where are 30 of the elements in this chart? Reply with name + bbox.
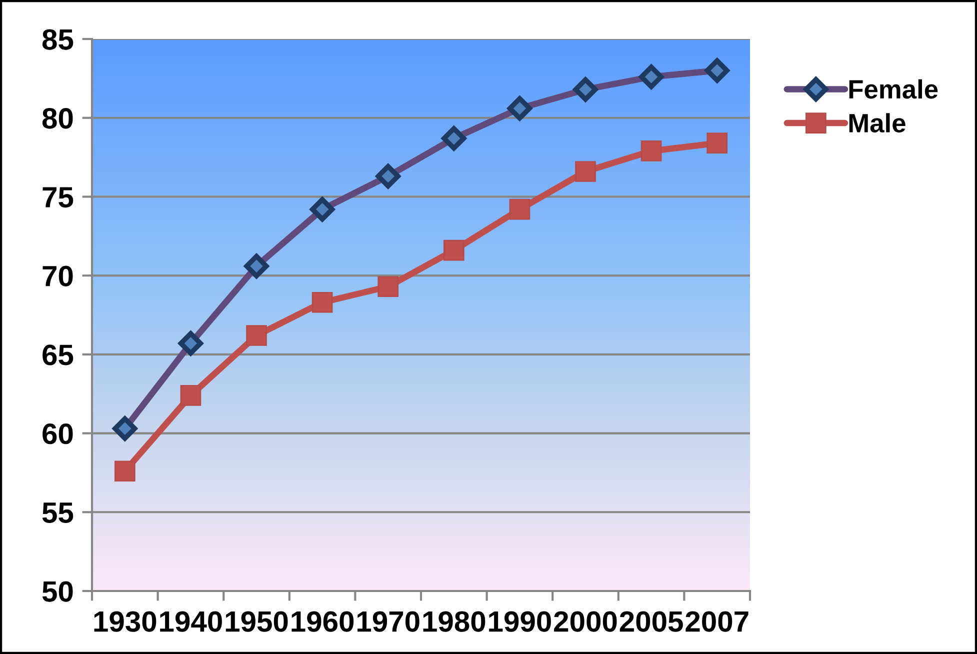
x-tick-label: 1980 xyxy=(423,611,486,632)
x-tick-label: 1940 xyxy=(160,611,222,632)
y-tick-label: 85 xyxy=(42,29,74,50)
x-tick-label: 1990 xyxy=(489,611,551,632)
x-tick-label: 2005 xyxy=(620,611,683,632)
x-tick-label: 1950 xyxy=(226,611,288,632)
y-tick-label: 55 xyxy=(42,502,74,523)
point xyxy=(246,325,267,346)
point xyxy=(443,240,464,261)
x-tick-label: 1970 xyxy=(358,611,420,632)
y-tick-label: 65 xyxy=(42,344,74,366)
x-tick-label: 2007 xyxy=(686,611,748,632)
point xyxy=(180,385,202,406)
point xyxy=(706,132,728,154)
point xyxy=(575,161,596,182)
legend-label: Female xyxy=(849,79,938,99)
x-tick-label: 1960 xyxy=(292,611,354,632)
legend-label: Male xyxy=(849,113,906,133)
point xyxy=(640,140,662,162)
point xyxy=(312,292,333,313)
point xyxy=(114,460,136,482)
y-tick-label: 50 xyxy=(42,581,73,602)
point xyxy=(509,198,530,220)
x-tick-label: 2000 xyxy=(554,611,617,632)
point xyxy=(378,276,399,298)
x-tick-label: 1930 xyxy=(94,611,156,632)
y-tick-label: 75 xyxy=(42,187,74,208)
y-tick-label: 80 xyxy=(42,108,73,129)
y-tick-label: 70 xyxy=(42,266,73,286)
y-tick-label: 60 xyxy=(42,423,73,444)
